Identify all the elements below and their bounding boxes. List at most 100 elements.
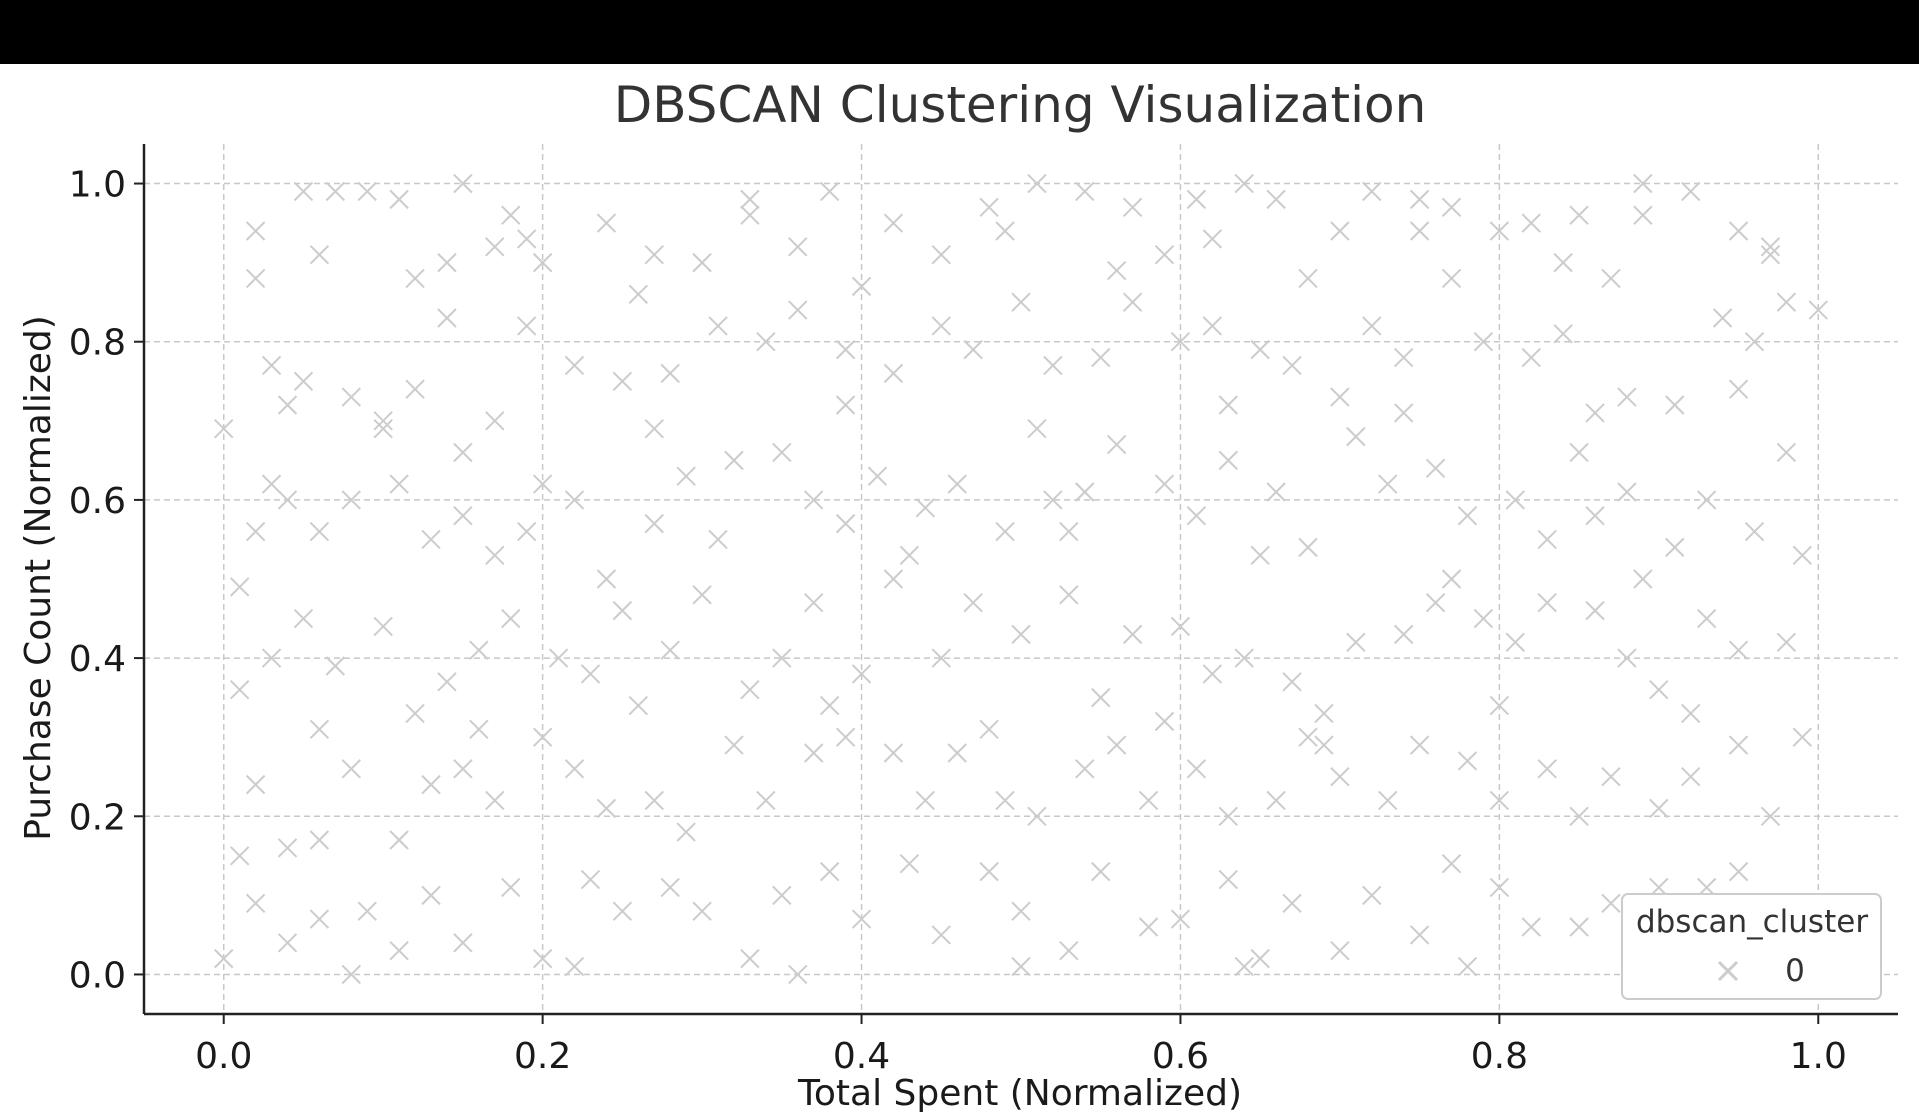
- data-point: [995, 521, 1015, 542]
- data-point: [644, 245, 664, 265]
- data-point: [453, 442, 473, 463]
- data-point: [437, 252, 457, 273]
- data-point: [341, 964, 361, 985]
- grid-lines: [144, 144, 1898, 1014]
- data-point: [1681, 181, 1701, 202]
- data-point: [1553, 252, 1573, 273]
- data-point: [309, 521, 330, 542]
- data-point: [1154, 245, 1175, 265]
- data-point: [437, 672, 457, 692]
- data-point: [1250, 948, 1270, 969]
- data-point: [564, 490, 585, 510]
- data-point: [724, 450, 744, 471]
- data-point: [1728, 221, 1749, 241]
- data-point: [1744, 521, 1765, 542]
- data-point: [580, 869, 601, 890]
- data-point: [1728, 379, 1749, 399]
- data-point: [899, 854, 920, 874]
- data-point: [1776, 442, 1797, 463]
- data-point: [1441, 854, 1462, 874]
- data-point: [1569, 205, 1589, 225]
- data-point: [804, 490, 824, 510]
- data-point: [293, 371, 314, 391]
- data-point: [1681, 767, 1701, 787]
- data-point: [1505, 490, 1526, 510]
- data-point: [676, 822, 696, 842]
- data-point: [1521, 917, 1541, 937]
- data-point: [1617, 482, 1637, 502]
- data-point: [1027, 806, 1047, 826]
- data-point: [1489, 221, 1510, 241]
- data-point: [1027, 419, 1047, 439]
- data-point: [1122, 197, 1143, 217]
- data-point: [1489, 790, 1510, 811]
- data-point: [788, 237, 808, 257]
- data-point: [1314, 735, 1334, 755]
- data-point: [708, 316, 728, 336]
- data-point: [1234, 648, 1254, 668]
- data-point: [1425, 593, 1446, 613]
- data-point: [1473, 332, 1494, 352]
- data-point: [277, 490, 298, 510]
- data-point: [1633, 205, 1653, 225]
- data-point: [724, 735, 744, 755]
- data-point: [899, 545, 920, 565]
- data-point: [835, 339, 856, 360]
- legend-box: [1621, 893, 1882, 1000]
- data-point: [1792, 727, 1813, 747]
- data-point: [1202, 229, 1223, 249]
- data-point: [1728, 861, 1749, 882]
- data-point: [676, 466, 696, 486]
- data-point: [1776, 292, 1797, 312]
- data-point: [309, 245, 330, 265]
- legend-entry-label: 0: [1785, 953, 1805, 989]
- data-point: [245, 893, 266, 913]
- data-point: [564, 355, 585, 376]
- data-point: [788, 964, 808, 985]
- data-point: [1585, 600, 1605, 621]
- data-point: [1154, 711, 1175, 732]
- data-point: [660, 363, 680, 384]
- data-point: [1250, 339, 1270, 360]
- data-point: [245, 774, 266, 795]
- data-point: [1170, 909, 1191, 929]
- data-point: [277, 838, 298, 858]
- data-point: [995, 221, 1015, 241]
- data-point: [1091, 861, 1111, 882]
- legend-marker-icon: [1717, 960, 1739, 982]
- data-point: [835, 727, 856, 747]
- data-point: [883, 363, 904, 384]
- data-point: [469, 719, 489, 739]
- y-tick-label: 0.6: [69, 481, 126, 522]
- data-point: [516, 316, 537, 336]
- data-point: [405, 379, 425, 399]
- data-point: [1218, 450, 1238, 471]
- data-point: [1330, 767, 1350, 787]
- data-point: [1122, 292, 1143, 312]
- data-point: [453, 933, 473, 953]
- y-tick-label: 0.8: [69, 323, 126, 364]
- data-point: [1696, 490, 1717, 510]
- data-point: [421, 774, 441, 795]
- data-point: [1728, 735, 1749, 755]
- x-tick-label: 0.0: [195, 1036, 252, 1077]
- data-point: [516, 521, 537, 542]
- data-point: [309, 909, 330, 929]
- data-point: [740, 948, 760, 969]
- data-point: [532, 948, 553, 969]
- data-point: [1681, 703, 1701, 724]
- data-point: [1489, 695, 1510, 716]
- data-point: [1330, 387, 1350, 407]
- data-point: [580, 664, 601, 684]
- data-point: [1059, 585, 1079, 605]
- data-point: [1665, 537, 1685, 558]
- data-point: [1091, 347, 1111, 368]
- data-point: [453, 506, 473, 526]
- data-point: [373, 411, 393, 431]
- data-point: [1059, 521, 1079, 542]
- data-point: [644, 513, 664, 534]
- x-tick-label: 0.8: [1471, 1036, 1528, 1077]
- data-point: [1170, 616, 1191, 637]
- data-point: [979, 861, 999, 882]
- data-point: [1569, 917, 1589, 937]
